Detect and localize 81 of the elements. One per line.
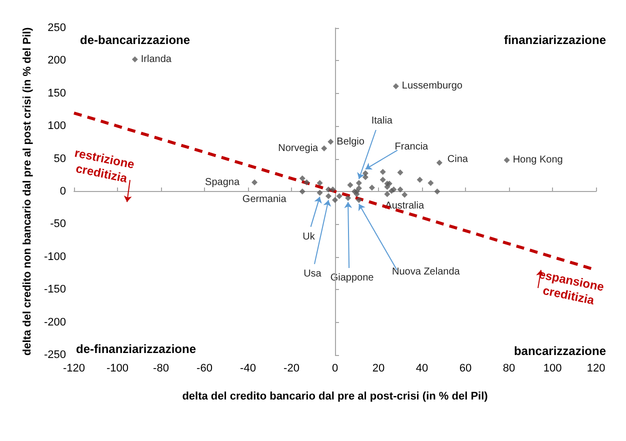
y-tick-label: -250	[44, 349, 66, 361]
point	[397, 186, 404, 193]
x-tick-label: -80	[153, 362, 169, 374]
y-tick-label: 200	[48, 54, 66, 67]
annotation: Giappone	[330, 272, 374, 284]
x-tick-label: 0	[332, 362, 338, 374]
point	[330, 186, 336, 193]
annotation: Nuova Zelanda	[392, 266, 460, 278]
point	[380, 168, 386, 175]
point	[325, 186, 332, 193]
y-tick-label: 50	[54, 152, 66, 165]
annotation: finanziarizzazione	[504, 33, 606, 47]
point	[132, 56, 138, 62]
annotation: Irlanda	[140, 54, 172, 65]
annotation: bancarizzazione	[514, 344, 606, 358]
point	[402, 192, 408, 198]
point	[299, 175, 306, 182]
annotation: Norvegia	[278, 142, 319, 154]
point	[252, 179, 258, 186]
point	[384, 184, 390, 190]
annotation: Uk	[302, 231, 316, 242]
annotation: restrizione creditizia	[73, 146, 136, 186]
point	[336, 193, 342, 200]
point	[325, 193, 332, 200]
point	[332, 197, 338, 203]
annotation: Germania	[242, 194, 287, 205]
point	[356, 197, 362, 203]
x-tick-label: -100	[106, 362, 129, 374]
point	[428, 180, 434, 186]
x-tick-label: 100	[543, 362, 562, 374]
x-axis-title: delta del credito bancario dal pre al post-crisi (in % del Pil)	[182, 390, 488, 402]
x-tick-label: -20	[284, 362, 300, 374]
x-tick-label: 20	[372, 362, 385, 374]
annotation: de-finanziarizzazione	[76, 342, 196, 356]
point	[416, 176, 423, 183]
annotation: de-bancarizzazione	[80, 33, 190, 47]
annotation: Australia	[385, 200, 424, 212]
y-tick-label: 0	[60, 186, 66, 198]
point	[384, 191, 390, 198]
point	[392, 83, 399, 90]
point	[356, 185, 362, 192]
point	[397, 170, 404, 176]
point	[299, 188, 306, 194]
x-tick-label: 40	[416, 362, 428, 374]
y-tick-label: -100	[44, 250, 66, 263]
x-tick-label: 80	[502, 362, 516, 374]
point	[504, 157, 510, 164]
point	[436, 160, 442, 166]
annotation: Italia	[371, 116, 393, 126]
x-tick-label: -60	[196, 362, 212, 374]
point	[380, 176, 386, 183]
point	[328, 138, 334, 145]
point	[316, 190, 323, 196]
point	[316, 180, 323, 186]
point	[304, 179, 310, 186]
annotation: Usa	[304, 268, 322, 280]
y-axis-title: delta del credito non bancario dal pre al post crisi (in % del Pil)	[22, 27, 34, 356]
x-tick-label: -40	[240, 362, 256, 374]
y-tick-label: -150	[44, 284, 66, 296]
annotation: Belgio	[336, 136, 365, 148]
point	[321, 145, 328, 152]
annotation: Spagna	[205, 176, 240, 188]
y-tick-label: -50	[50, 218, 66, 230]
y-tick-label: 250	[48, 22, 66, 34]
annotation: Cina	[447, 154, 468, 166]
x-tick-label: 60	[459, 362, 472, 374]
annotation: Francia	[394, 142, 429, 153]
y-tick-label: 100	[48, 120, 66, 132]
point	[347, 182, 354, 188]
annotation: espansione creditizia	[538, 267, 606, 308]
y-tick-label: -200	[44, 316, 66, 328]
point	[362, 170, 368, 176]
point	[434, 188, 440, 194]
x-tick-label: 120	[586, 362, 606, 374]
x-tick-label: -120	[62, 362, 86, 374]
annotation: Hong Kong	[512, 154, 563, 166]
point	[345, 195, 352, 202]
point	[368, 184, 375, 191]
annotation: Lussemburgo	[402, 80, 463, 92]
y-tick-label: 150	[48, 87, 66, 100]
point	[356, 180, 362, 186]
